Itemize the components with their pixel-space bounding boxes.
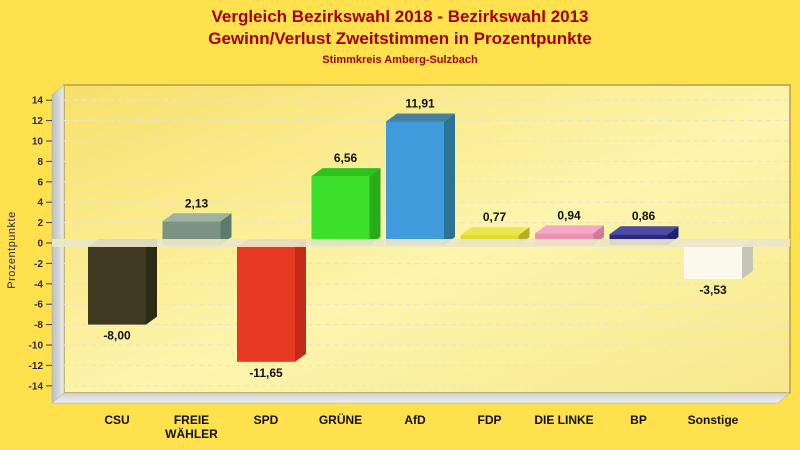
value-label-bp: 0,86 [632,209,656,223]
bar-front-face [237,247,295,362]
category-label-gr-ne: GRÜNE [319,412,362,427]
bar-top-face [386,113,455,122]
bar-spd [237,239,306,362]
value-label-gr-ne: 6,56 [334,151,358,165]
y-tick-label: -8 [34,320,43,331]
bar-side-face [369,168,381,245]
y-tick-label: -2 [34,259,43,270]
y-tick-label: -12 [29,361,44,372]
zero-plane-ribbon [52,239,790,247]
y-tick-label: 10 [32,137,44,148]
chart-title: Vergleich Bezirkswahl 2018 - Bezirkswahl… [211,7,589,26]
y-tick-label: -14 [29,381,44,392]
category-label-freie-w-hler: FREIE [174,413,209,427]
category-label-sonstige: Sonstige [688,413,739,427]
value-label-spd: -11,65 [249,366,283,380]
y-tick-label: 6 [37,177,43,188]
bar-top-face [162,213,232,222]
y-tick-label: 0 [37,239,43,250]
y-tick-label: -4 [34,279,43,290]
floor-3d [51,392,791,404]
bar-side-face [444,113,455,245]
value-labels: -8,00 2,13 -11,65 6,56 11,91 0,77 0,94 0,86 -3,5… [103,97,727,380]
bar-top-face [535,225,604,234]
bar-csu [88,239,157,325]
y-tick-label: 2 [37,218,43,229]
bar-front-face [311,176,370,245]
bar-front-face [88,247,146,325]
bar-front-face [386,121,444,245]
bar-top-face [460,227,530,236]
category-label-die-linke: DIE LINKE [534,413,593,427]
chart-region-label: Stimmkreis Amberg-Sulzbach [322,54,478,66]
chart-subtitle: Gewinn/Verlust Zweitstimmen in Prozentpu… [208,29,592,48]
value-label-csu: -8,00 [103,329,131,343]
value-label-fdp: 0,77 [483,210,507,224]
category-label-fdp: FDP [478,413,502,427]
value-label-die-linke: 0,94 [557,208,581,222]
bar-side-face [220,213,232,245]
value-label-freie-w-hler: 2,13 [185,196,209,210]
value-label-afd: 11,91 [405,97,435,111]
bar-side-face [742,239,753,280]
y-tick-label: 4 [37,198,43,209]
bar-top-face [311,168,381,177]
category-label-afd: AfD [404,413,426,427]
bar-afd [386,113,455,245]
y-tick-label: 12 [32,116,44,127]
value-label-sonstige: -3,53 [699,283,727,297]
y-tick-label: 14 [32,96,44,107]
y-tick-label: -6 [34,300,43,311]
bar-freie-w-hler [162,213,232,245]
category-label-bp: BP [630,413,647,427]
category-label-freie-w-hler: WÄHLER [165,426,218,441]
y-tick-label: -10 [29,341,44,352]
category-label-csu: CSU [104,413,129,427]
bar-front-face [684,247,742,280]
bar-side-face [146,239,157,325]
bar-top-face [609,226,679,235]
category-label-spd: SPD [254,413,279,427]
y-axis-title: Prozentpunkte [6,211,18,288]
bar-side-face [295,239,306,362]
y-tick-label: 8 [37,157,43,168]
bar-gr-ne [311,168,381,245]
y-axis: -14 -12 -10 -8 -6 -4 -2 0 2 4 6 8 10 12 14 Prozentpunkt… [6,96,52,392]
chart-header: Vergleich Bezirkswahl 2018 - Bezirkswahl… [0,6,800,67]
